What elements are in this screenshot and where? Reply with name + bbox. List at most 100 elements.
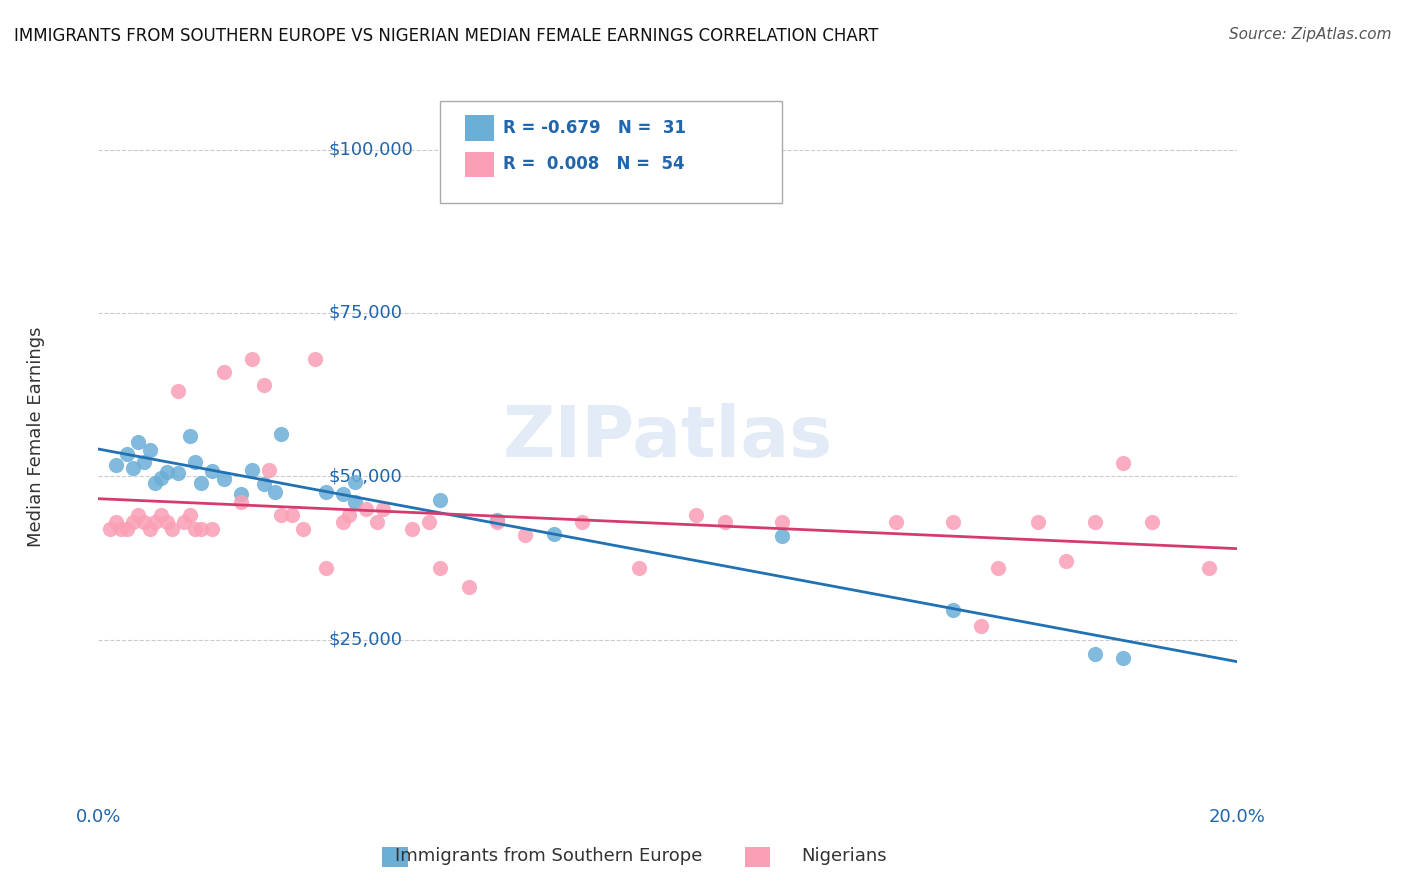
Point	[315, 560, 337, 574]
Point	[429, 492, 451, 507]
Point	[1198, 560, 1220, 574]
Point	[628, 560, 651, 574]
Point	[150, 470, 173, 484]
Point	[138, 521, 160, 535]
Point	[486, 513, 509, 527]
Point	[115, 447, 138, 461]
Point	[121, 515, 143, 529]
Point	[373, 502, 395, 516]
Point	[138, 443, 160, 458]
Point	[167, 384, 190, 399]
Point	[1140, 515, 1163, 529]
Point	[145, 476, 167, 491]
Text: $50,000: $50,000	[329, 467, 402, 485]
Point	[212, 472, 235, 486]
Point	[229, 487, 252, 501]
Text: Median Female Earnings: Median Female Earnings	[27, 326, 45, 548]
Point	[270, 508, 292, 523]
Point	[184, 521, 207, 535]
Point	[543, 526, 565, 541]
Point	[970, 619, 993, 633]
Point	[332, 515, 354, 529]
Point	[1112, 650, 1135, 665]
Text: R = -0.679   N =  31: R = -0.679 N = 31	[503, 119, 686, 136]
Point	[942, 603, 965, 617]
Point	[184, 455, 207, 469]
Text: $25,000: $25,000	[329, 631, 402, 648]
Point	[942, 515, 965, 529]
Point	[714, 515, 737, 529]
Text: $100,000: $100,000	[329, 141, 413, 159]
Point	[770, 529, 793, 543]
Point	[571, 515, 593, 529]
Text: Nigerians: Nigerians	[801, 847, 886, 865]
Point	[104, 515, 127, 529]
Point	[212, 365, 235, 379]
Point	[366, 515, 388, 529]
Point	[685, 508, 707, 523]
Point	[281, 508, 304, 523]
Point	[292, 521, 315, 535]
Point	[315, 485, 337, 500]
Point	[127, 508, 149, 523]
Point	[343, 495, 366, 509]
Point	[179, 508, 201, 523]
Text: IMMIGRANTS FROM SOUTHERN EUROPE VS NIGERIAN MEDIAN FEMALE EARNINGS CORRELATION C: IMMIGRANTS FROM SOUTHERN EUROPE VS NIGER…	[14, 27, 879, 45]
Text: R =  0.008   N =  54: R = 0.008 N = 54	[503, 155, 685, 173]
Point	[229, 495, 252, 509]
Point	[418, 515, 440, 529]
Point	[115, 521, 138, 535]
Point	[201, 521, 224, 535]
Point	[337, 508, 360, 523]
Point	[190, 521, 212, 535]
Point	[179, 428, 201, 442]
Point	[457, 580, 479, 594]
Point	[162, 521, 184, 535]
Point	[1112, 456, 1135, 470]
Point	[156, 465, 179, 479]
FancyBboxPatch shape	[465, 115, 494, 141]
Point	[1084, 647, 1107, 661]
Point	[150, 508, 173, 523]
Point	[190, 475, 212, 490]
Point	[1084, 515, 1107, 529]
Point	[201, 464, 224, 478]
Text: Immigrants from Southern Europe: Immigrants from Southern Europe	[395, 847, 702, 865]
Point	[304, 351, 326, 366]
Point	[987, 560, 1010, 574]
Point	[127, 435, 149, 450]
Point	[240, 462, 263, 476]
Text: $75,000: $75,000	[329, 304, 402, 322]
Point	[252, 377, 274, 392]
Point	[1026, 515, 1049, 529]
Point	[770, 515, 793, 529]
FancyBboxPatch shape	[440, 101, 782, 203]
Point	[264, 485, 287, 500]
Point	[486, 515, 509, 529]
Point	[132, 455, 155, 469]
Point	[240, 351, 263, 366]
Point	[167, 467, 190, 481]
FancyBboxPatch shape	[465, 152, 494, 178]
Point	[132, 515, 155, 529]
Point	[98, 521, 121, 535]
Point	[156, 515, 179, 529]
Point	[343, 475, 366, 490]
Point	[252, 477, 274, 491]
Point	[401, 521, 423, 535]
Point	[104, 458, 127, 473]
Point	[884, 515, 907, 529]
Point	[110, 521, 132, 535]
Text: Source: ZipAtlas.com: Source: ZipAtlas.com	[1229, 27, 1392, 42]
Text: ZIPatlas: ZIPatlas	[503, 402, 832, 472]
Point	[270, 426, 292, 441]
Point	[121, 460, 143, 475]
Point	[354, 502, 377, 516]
Point	[1056, 554, 1078, 568]
Point	[332, 487, 354, 501]
Point	[429, 560, 451, 574]
Point	[145, 515, 167, 529]
Point	[259, 463, 281, 477]
Point	[515, 528, 537, 542]
Point	[173, 515, 195, 529]
